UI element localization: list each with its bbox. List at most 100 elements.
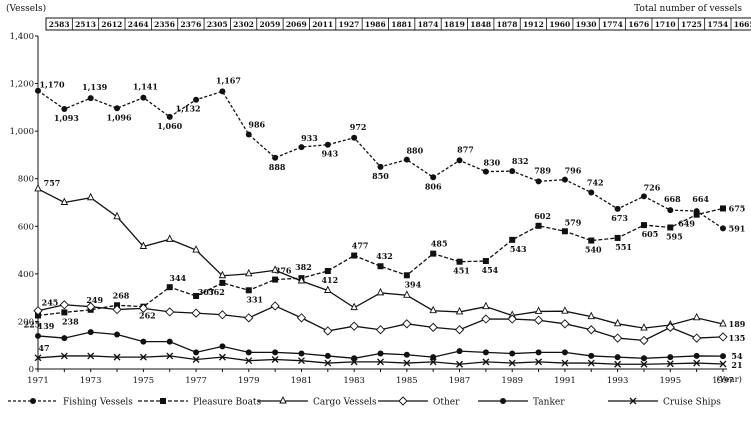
data-point-fishing-vessels xyxy=(614,205,621,212)
x-tick-label: 1997 xyxy=(712,376,734,386)
data-point-cruise-ships xyxy=(218,353,226,361)
data-point-fishing-vessels xyxy=(667,207,674,214)
data-point-cargo-vessels xyxy=(60,197,69,205)
data-point-pleasure-boats xyxy=(351,252,358,259)
data-label-fishing-vessels: 832 xyxy=(512,156,529,166)
data-label-pleasure-boats: 307 xyxy=(198,287,215,297)
y-tick-label: 400 xyxy=(18,270,34,280)
data-point-cargo-vessels xyxy=(482,301,490,310)
data-point-pleasure-boats xyxy=(720,205,726,212)
y-tick-label: 200 xyxy=(18,317,34,327)
data-point-cruise-ships xyxy=(60,352,68,360)
data-point-cargo-vessels xyxy=(297,275,306,284)
x-tick-label: 1995 xyxy=(659,376,681,386)
data-point-cruise-ships xyxy=(298,357,305,365)
data-point-other xyxy=(375,325,386,335)
data-point-other xyxy=(296,313,307,323)
data-point-pleasure-boats xyxy=(61,309,68,316)
data-label-other: 135 xyxy=(729,333,746,343)
data-label-pleasure-boats: 238 xyxy=(62,316,79,326)
total-value: 1676 xyxy=(628,20,649,29)
total-value: 2464 xyxy=(128,20,149,29)
data-label-fishing-vessels: 1,132 xyxy=(176,104,201,114)
data-label-fishing-vessels: 972 xyxy=(350,122,367,132)
x-tick-label: 1979 xyxy=(238,376,260,386)
data-point-other xyxy=(59,300,69,310)
data-label-pleasure-boats: 432 xyxy=(376,251,393,261)
data-label-fishing-vessels: 664 xyxy=(692,194,709,204)
data-point-tanker xyxy=(693,352,700,359)
total-value: 2583 xyxy=(49,20,70,29)
data-point-fishing-vessels xyxy=(35,87,41,94)
data-label-pleasure-boats: 477 xyxy=(352,241,369,251)
legend-label: Tanker xyxy=(533,398,565,408)
data-label-pleasure-boats: 649 xyxy=(678,219,695,229)
data-point-cargo-vessels xyxy=(534,306,543,314)
data-point-tanker xyxy=(35,332,41,339)
data-label-fishing-vessels: 673 xyxy=(611,213,628,223)
data-point-cruise-ships xyxy=(350,358,358,366)
total-value: 1819 xyxy=(444,20,465,29)
x-tick-label: 1977 xyxy=(185,376,207,386)
data-point-other xyxy=(86,302,96,312)
data-point-cargo-vessels xyxy=(271,265,279,273)
data-point-pleasure-boats xyxy=(614,234,621,241)
data-label-fishing-vessels: 943 xyxy=(321,149,338,159)
data-label-pleasure-boats: 362 xyxy=(208,287,225,297)
x-tick-label: 1981 xyxy=(291,376,313,386)
data-label-fishing-vessels: 789 xyxy=(534,165,551,175)
data-label-pleasure-boats: 540 xyxy=(585,245,602,255)
data-point-cargo-vessels xyxy=(139,241,148,249)
data-point-pleasure-boats xyxy=(509,236,516,243)
data-label-fishing-vessels: 726 xyxy=(644,182,661,192)
data-point-fishing-vessels xyxy=(324,141,331,148)
data-label-fishing-vessels: 1,096 xyxy=(107,112,132,122)
data-point-tanker xyxy=(114,331,121,338)
data-point-other xyxy=(612,333,623,343)
data-label-pleasure-boats: 382 xyxy=(295,262,312,272)
data-point-other xyxy=(244,313,254,323)
total-value: 1927 xyxy=(339,20,360,29)
data-point-fishing-vessels xyxy=(456,157,463,164)
data-point-other xyxy=(165,307,175,317)
data-point-pleasure-boats xyxy=(272,276,279,283)
total-value: 1710 xyxy=(655,20,676,29)
x-tick-label: 1973 xyxy=(80,376,102,386)
data-point-cargo-vessels xyxy=(166,234,174,242)
data-point-pleasure-boats xyxy=(403,272,410,279)
data-point-other xyxy=(507,314,517,324)
data-label-other: 245 xyxy=(42,298,59,308)
legend-marker xyxy=(30,398,36,404)
x-tick-label: 1989 xyxy=(501,376,523,386)
data-point-cruise-ships xyxy=(166,352,174,360)
x-axis-unit: (Year) xyxy=(716,374,742,385)
data-point-cargo-vessels xyxy=(86,192,95,201)
data-point-fishing-vessels xyxy=(166,113,173,120)
data-point-cargo-vessels xyxy=(587,311,595,320)
data-point-pleasure-boats xyxy=(561,228,568,235)
y-tick-label: 600 xyxy=(18,222,34,232)
data-label-pleasure-boats: 595 xyxy=(666,231,683,241)
data-point-pleasure-boats xyxy=(482,258,489,265)
data-point-cargo-vessels xyxy=(719,319,727,327)
data-label-cruise-ships: 47 xyxy=(38,343,49,353)
data-point-cargo-vessels xyxy=(429,305,437,314)
total-value: 2011 xyxy=(312,20,333,29)
data-point-tanker xyxy=(403,351,410,358)
data-point-fishing-vessels xyxy=(61,106,68,113)
data-point-other xyxy=(639,335,649,346)
data-point-cruise-ships xyxy=(271,356,279,363)
data-point-fishing-vessels xyxy=(245,131,252,138)
data-point-tanker xyxy=(640,355,647,362)
data-point-tanker xyxy=(219,343,226,350)
data-label-fishing-vessels: 850 xyxy=(372,171,389,181)
data-point-cruise-ships xyxy=(614,360,622,368)
data-point-cargo-vessels xyxy=(324,285,332,293)
data-point-other xyxy=(191,308,201,318)
data-point-cargo-vessels xyxy=(561,306,569,314)
total-value: 2376 xyxy=(180,20,201,29)
total-value: 2059 xyxy=(260,20,281,29)
total-value: 2302 xyxy=(233,20,254,29)
